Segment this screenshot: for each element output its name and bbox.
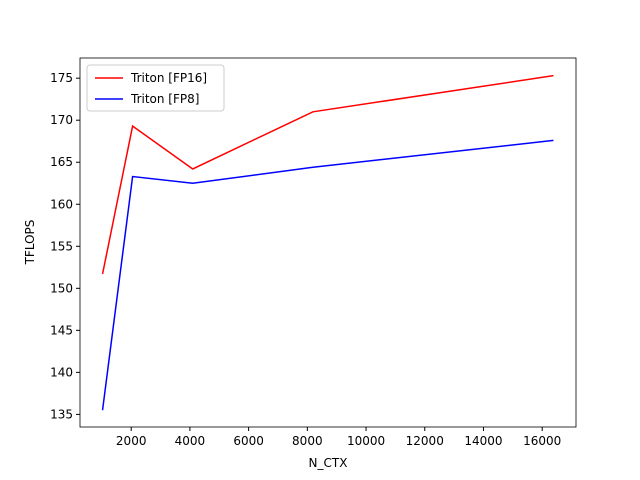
x-tick-label: 2000 <box>116 434 147 448</box>
series-line <box>101 74 554 275</box>
x-tick-label: 14000 <box>464 434 502 448</box>
x-axis-label: N_CTX <box>309 456 348 470</box>
y-tick-label: 170 <box>50 113 73 127</box>
legend-label: Triton [FP16] <box>130 71 207 85</box>
legend-label: Triton [FP8] <box>130 92 199 106</box>
y-axis-label: TFLOPS <box>23 220 37 266</box>
y-tick-label: 155 <box>50 239 73 253</box>
y-tick-label: 150 <box>50 281 73 295</box>
x-tick-label: 10000 <box>347 434 385 448</box>
y-tick-label: 160 <box>50 197 73 211</box>
x-tick-label: 16000 <box>523 434 561 448</box>
y-tick-label: 145 <box>50 323 73 337</box>
x-tick-label: 8000 <box>292 434 323 448</box>
y-tick-label: 175 <box>50 71 73 85</box>
y-tick-label: 140 <box>50 365 73 379</box>
x-tick-label: 6000 <box>233 434 264 448</box>
plot-frame <box>79 57 577 428</box>
y-tick-label: 135 <box>50 407 73 421</box>
x-tick-label: 4000 <box>175 434 206 448</box>
y-tick-label: 165 <box>50 155 73 169</box>
x-tick-label: 12000 <box>406 434 444 448</box>
series-line <box>101 139 554 411</box>
